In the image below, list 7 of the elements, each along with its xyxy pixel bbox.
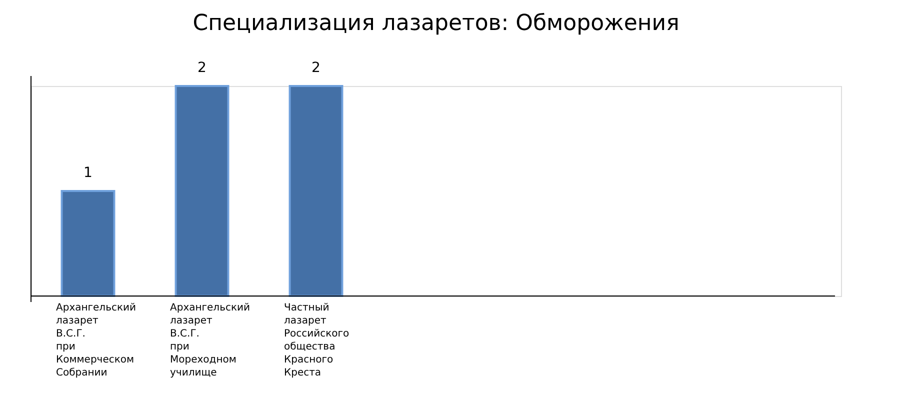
data-label: 1 [84,165,92,181]
x-tick-label: Архангельский лазарет В.С.Г. при Мореходном училище [170,302,250,378]
data-label: 2 [198,60,206,76]
data-label: 2 [312,60,320,76]
x-tick-label: Архангельский лазарет В.С.Г. при Коммерческом Собрании [56,302,136,378]
x-tick-label: Частный лазарет Российского общества Красного Креста [284,302,350,378]
text: Специализация лазаретов: Обморожения [192,11,680,36]
